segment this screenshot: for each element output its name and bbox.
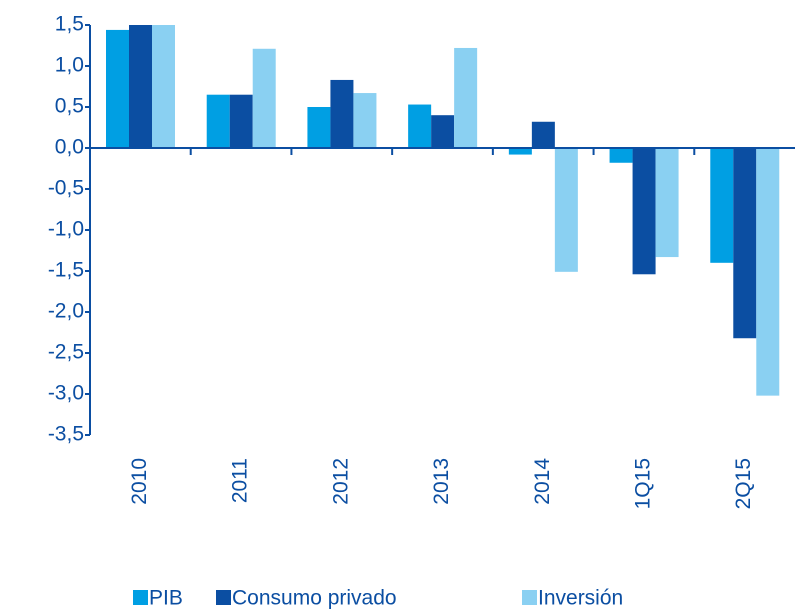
y-tick-label: -3,5 xyxy=(48,423,84,446)
y-tick-label: -3,0 xyxy=(48,382,84,405)
y-tick-label: 1,0 xyxy=(55,54,84,77)
x-tick-label: 2014 xyxy=(531,458,554,505)
x-tick-label: 2013 xyxy=(430,458,453,505)
bar xyxy=(756,148,780,396)
y-tick-label: 0,5 xyxy=(55,95,84,118)
y-tick-label: -2,5 xyxy=(48,341,84,364)
bar xyxy=(710,148,734,263)
bar xyxy=(454,47,478,148)
bar xyxy=(129,25,152,148)
bar xyxy=(106,29,129,149)
bar xyxy=(733,148,757,339)
bar xyxy=(353,93,377,148)
bar xyxy=(408,104,432,148)
bar xyxy=(307,107,331,148)
bar xyxy=(431,115,455,148)
x-tick-label: 1Q15 xyxy=(631,458,654,509)
y-tick-label: -0,5 xyxy=(48,177,84,200)
x-tick-label: 2010 xyxy=(128,458,151,505)
legend-swatch xyxy=(133,590,148,605)
bar xyxy=(206,94,230,148)
bar xyxy=(609,148,633,163)
legend-swatch xyxy=(216,590,231,605)
y-tick-label: 0,0 xyxy=(55,136,84,159)
legend-label: Consumo privado xyxy=(232,587,397,610)
legend-label: PIB xyxy=(149,587,183,610)
bar xyxy=(252,48,276,148)
bar xyxy=(632,148,656,275)
legend-swatch xyxy=(522,590,537,605)
x-tick-label: 2011 xyxy=(229,458,252,503)
y-tick-label: -2,0 xyxy=(48,300,84,323)
bar xyxy=(554,148,578,272)
bar xyxy=(508,148,532,155)
bar xyxy=(330,79,354,148)
bar xyxy=(655,148,679,258)
y-tick-label: -1,5 xyxy=(48,259,84,282)
bar xyxy=(531,121,555,148)
legend-label: Inversión xyxy=(538,587,623,610)
bar xyxy=(229,94,253,148)
bar xyxy=(152,25,175,148)
y-tick-label: 1,5 xyxy=(55,13,84,36)
y-tick-label: -1,0 xyxy=(48,218,84,241)
x-tick-label: 2Q15 xyxy=(732,458,755,509)
x-tick-label: 2012 xyxy=(329,458,352,505)
